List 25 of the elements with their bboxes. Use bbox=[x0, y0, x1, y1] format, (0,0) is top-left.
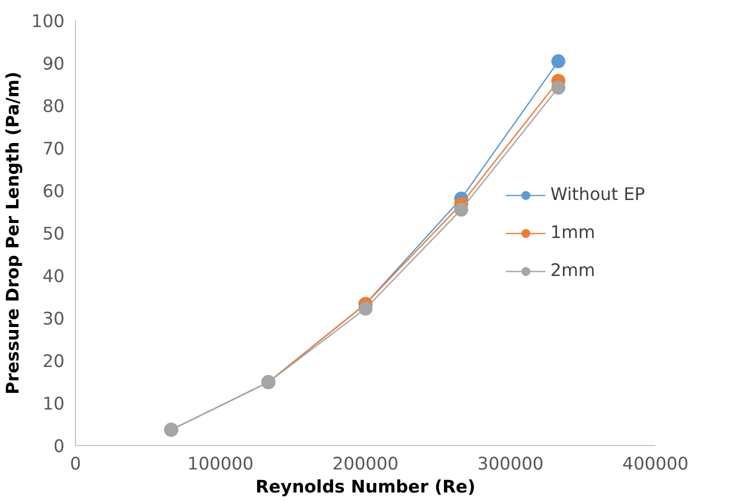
y-tick-label: 60 bbox=[42, 182, 65, 202]
y-tick-label: 100 bbox=[31, 12, 65, 32]
y-tick-label: 70 bbox=[42, 140, 65, 160]
point bbox=[551, 80, 566, 95]
y-tick-label: 50 bbox=[42, 224, 65, 244]
y-tick-label: 0 bbox=[53, 437, 65, 457]
point bbox=[454, 202, 468, 217]
legend-label: Without EP bbox=[550, 184, 645, 204]
legend-label: 1mm bbox=[550, 222, 596, 242]
x-tick-label: 0 bbox=[70, 454, 82, 474]
y-axis-title: Pressure Drop Per Length (Pa/m) bbox=[3, 72, 24, 394]
x-axis-title: Reynolds Number (Re) bbox=[256, 478, 476, 498]
x-tick-label: 200000 bbox=[332, 454, 399, 474]
x-tick-label: 300000 bbox=[477, 454, 544, 474]
y-tick-label: 80 bbox=[42, 97, 65, 117]
point bbox=[358, 302, 372, 316]
legend-label: 2mm bbox=[550, 260, 596, 280]
x-tick-label: 100000 bbox=[187, 454, 254, 474]
y-tick-label: 10 bbox=[42, 394, 65, 414]
x-tick-label: 400000 bbox=[622, 454, 689, 474]
point bbox=[551, 54, 566, 68]
y-tick-label: 20 bbox=[42, 352, 65, 372]
y-tick-label: 40 bbox=[42, 267, 65, 287]
y-tick-label: 90 bbox=[42, 54, 65, 74]
y-tick-label: 30 bbox=[42, 310, 65, 330]
